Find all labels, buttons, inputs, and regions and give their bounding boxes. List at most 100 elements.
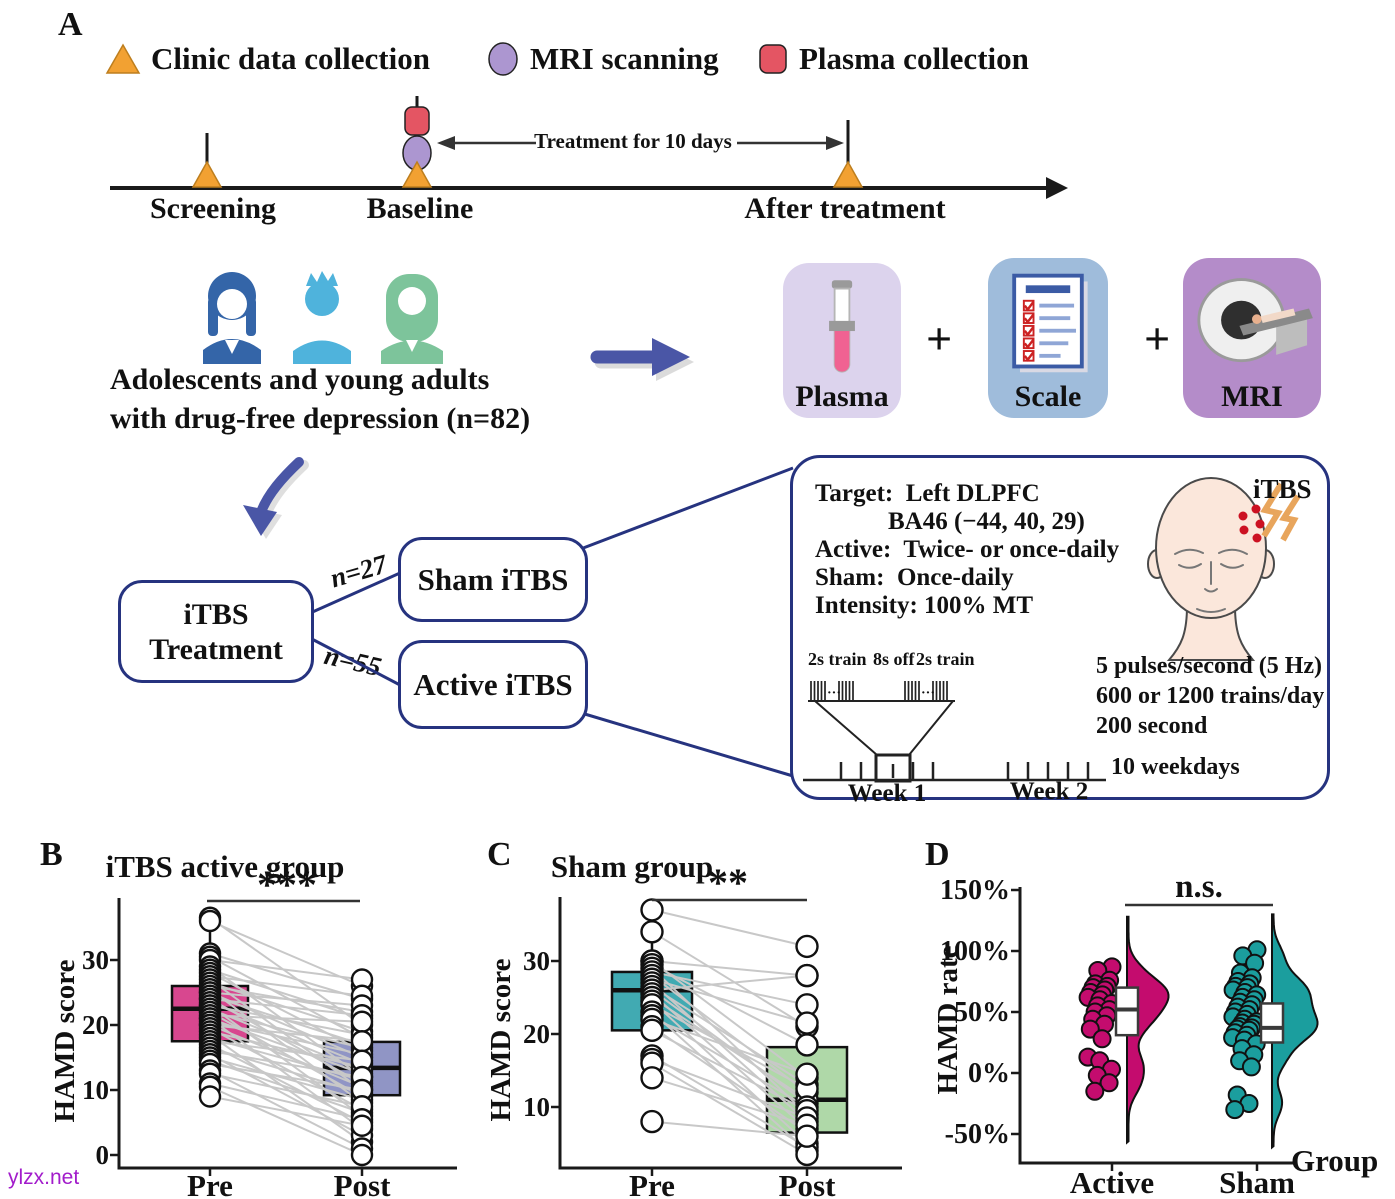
active-itbs-label: Active iTBS: [413, 666, 573, 702]
svg-text:150%: 150%: [940, 875, 1010, 906]
svg-text:HAMD rate: HAMD rate: [932, 945, 964, 1094]
patients-icon: [203, 271, 443, 364]
svg-text:10: 10: [82, 1075, 109, 1105]
legend-mri-label: MRI scanning: [530, 41, 719, 76]
svg-text:n.s.: n.s.: [1175, 869, 1223, 905]
stimulation-dots-icon: [1238, 504, 1265, 543]
itbs-treatment-box: iTBS Treatment: [118, 580, 314, 683]
svg-text:**: **: [708, 860, 748, 905]
flow-connectors: [307, 466, 794, 778]
weekdays-label: 10 weekdays: [1111, 754, 1240, 780]
treatment-duration-label: Treatment for 10 days: [534, 129, 732, 153]
pulses-label: 5 pulses/second (5 Hz): [1096, 653, 1323, 679]
svg-text:Post: Post: [334, 1168, 392, 1199]
cohort-text: Adolescents and young adults with drug-f…: [110, 360, 530, 438]
after-marker-icon: [832, 160, 864, 188]
legend-plasma-label: Plasma collection: [799, 41, 1029, 76]
timeline-baseline-label: Baseline: [366, 192, 474, 225]
sham-itbs-label: Sham iTBS: [417, 561, 569, 597]
week1-label: Week 1: [848, 780, 926, 803]
chart-hamd-rate: 150% 100% 50% 0% -50% HAMD rate Active Sham n.s.…: [932, 869, 1378, 1199]
svg-text:30: 30: [82, 945, 109, 975]
scale-card: Scale: [988, 258, 1108, 418]
protocol-target-line: Target: Left DLPFC: [815, 480, 1040, 507]
plus-sign-1: +: [926, 313, 953, 364]
svg-text:Pre: Pre: [187, 1168, 233, 1199]
treatment-duration-arrows: [437, 136, 844, 150]
svg-text:0: 0: [96, 1140, 110, 1170]
trains-label: 600 or 1200 trains/day: [1096, 683, 1325, 709]
svg-text:iTBS active group: iTBS active group: [106, 849, 345, 884]
panel-c-label: C: [487, 836, 512, 873]
panel-a-label: A: [58, 6, 83, 43]
svg-text:30: 30: [523, 946, 550, 976]
cohort-line1: Adolescents and young adults: [110, 363, 490, 396]
protocol-ba46-line: BA46 (−44, 40, 29): [888, 508, 1085, 535]
itbs-coil-label: iTBS: [1253, 474, 1312, 504]
timeline-after-label: After treatment: [744, 192, 946, 225]
svg-text:10: 10: [523, 1092, 550, 1122]
svg-text:Pre: Pre: [629, 1168, 675, 1199]
svg-text:***: ***: [257, 862, 317, 907]
circle-icon: [488, 42, 518, 76]
head-illustration-icon: [1147, 477, 1301, 661]
baseline-marker-icon: [401, 160, 433, 188]
right-arrow-icon: [590, 338, 694, 381]
baseline-plasma-icon: [404, 106, 430, 136]
down-arrow-icon: [243, 457, 309, 539]
svg-text:Sham: Sham: [1219, 1165, 1295, 1199]
pulse-train-diagram: 2s train 8s off 2s train ··· ··· Week 1 …: [803, 649, 1106, 803]
plus-sign-2: +: [1144, 313, 1171, 364]
svg-text:Active: Active: [1070, 1165, 1154, 1199]
triangle-icon: [105, 43, 141, 74]
legend-clinic-label: Clinic data collection: [151, 41, 430, 76]
square-icon: [759, 44, 787, 74]
protocol-active-line: Active: Twice- or once-daily: [815, 536, 1120, 563]
svg-text:Sham group: Sham group: [551, 849, 713, 884]
screening-marker-icon: [191, 160, 223, 188]
train1-label: 2s train: [808, 649, 867, 669]
itbs-treatment-line2: Treatment: [149, 632, 283, 666]
test-tube-icon: [829, 280, 855, 373]
week2-label: Week 2: [1010, 778, 1088, 803]
ellipsis-1: ···: [827, 686, 841, 701]
mri-scanner-icon: [1197, 278, 1313, 363]
coil-spark-icon: [1260, 482, 1301, 542]
svg-text:Group: Group: [1291, 1143, 1378, 1178]
panel-b-label: B: [40, 836, 63, 873]
panel-d-label: D: [925, 836, 950, 873]
svg-text:100%: 100%: [940, 936, 1010, 967]
cohort-line2: with drug-free depression (n=82): [110, 402, 531, 435]
off-label: 8s off: [873, 649, 915, 669]
mri-card-label: MRI: [1221, 380, 1283, 413]
timeline-screening-label: Screening: [149, 192, 277, 225]
legend-plasma: Plasma collection: [757, 38, 1029, 80]
svg-text:50%: 50%: [954, 997, 1010, 1028]
svg-text:20: 20: [82, 1010, 109, 1040]
itbs-treatment-line1: iTBS: [183, 597, 249, 631]
watermark: ylzx.net: [8, 1166, 80, 1189]
svg-text:0%: 0%: [968, 1058, 1010, 1089]
legend-mri: MRI scanning: [486, 38, 719, 80]
protocol-sham-line: Sham: Once-daily: [815, 564, 1014, 591]
scale-card-label: Scale: [1014, 380, 1082, 413]
plasma-card-label: Plasma: [795, 380, 889, 413]
timeline-arrowhead-icon: [1046, 177, 1068, 199]
protocol-box: Target: Left DLPFC BA46 (−44, 40, 29) Ac…: [790, 455, 1330, 803]
train2-label: 2s train: [916, 649, 975, 669]
plasma-card: Plasma: [783, 263, 901, 418]
panel-a-artwork: [110, 96, 1068, 778]
mri-card: MRI: [1183, 258, 1321, 418]
ellipsis-2: ···: [921, 686, 935, 701]
svg-text:HAMD score: HAMD score: [485, 958, 517, 1121]
svg-text:20: 20: [523, 1019, 550, 1049]
legend-clinic: Clinic data collection: [105, 38, 430, 80]
checklist-icon: [1012, 273, 1088, 373]
seconds-label: 200 second: [1096, 713, 1208, 739]
sham-itbs-box: Sham iTBS: [398, 537, 588, 622]
svg-text:HAMD score: HAMD score: [49, 959, 81, 1122]
protocol-intensity-line: Intensity: 100% MT: [815, 592, 1034, 619]
